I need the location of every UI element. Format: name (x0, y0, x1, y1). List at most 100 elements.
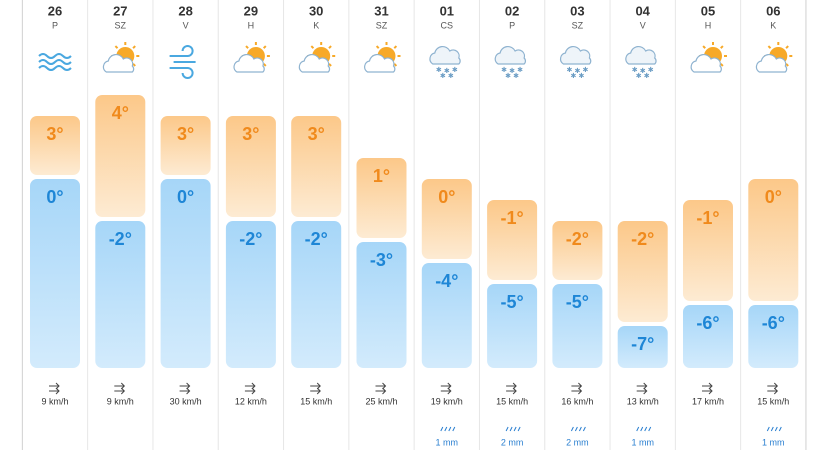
rain-icon (766, 426, 770, 432)
rain-icon (513, 426, 517, 432)
low-temp-bar (552, 284, 603, 368)
day-date: 31 (374, 3, 388, 18)
weather-icon (690, 42, 727, 73)
low-temp-bar (30, 179, 80, 368)
low-temp: -5° (500, 292, 523, 312)
rain-icon (505, 426, 509, 432)
low-temp-bar (225, 221, 276, 368)
sun-ray (310, 45, 315, 49)
sun-ray (393, 63, 398, 67)
low-temp: -2° (305, 229, 328, 249)
snowflake-dot: ✱ (640, 67, 646, 75)
sun-ray (114, 45, 119, 49)
high-temp: 0° (765, 187, 782, 207)
wind-arrow (767, 382, 779, 395)
cloud (233, 53, 265, 73)
snowflake-dot: ✱ (509, 67, 515, 75)
cloud (690, 53, 722, 73)
sun-ray (132, 45, 136, 49)
low-temp: -4° (435, 271, 458, 291)
high-temp: 0° (438, 187, 455, 207)
snowflake-dot: ✱ (513, 72, 519, 80)
low-temp: -2° (109, 229, 132, 249)
weather-icon (298, 42, 336, 73)
sun-ray (785, 63, 789, 67)
high-temp: 3° (242, 124, 259, 144)
high-temp: -1° (500, 208, 523, 228)
rain-icon (517, 426, 521, 432)
low-temp: -6° (696, 313, 719, 333)
low-temp-bar (683, 305, 733, 368)
weekday: K (313, 20, 319, 30)
cloud (429, 45, 461, 65)
rain-icon (778, 426, 782, 432)
wind-speed: 12 km/h (235, 396, 267, 406)
weather-icon (364, 42, 401, 73)
snowflake-dot: ✱ (440, 72, 446, 80)
low-temp-bar (95, 221, 146, 368)
wind-arrow (310, 382, 321, 395)
precipitation: 2 mm (501, 437, 524, 447)
sun-ray (720, 45, 724, 49)
cloud (755, 53, 788, 73)
sun-ray (785, 45, 789, 49)
weekday: V (183, 20, 189, 30)
low-temp-bar (421, 263, 472, 368)
rain-icon (644, 426, 648, 432)
cloud (559, 45, 592, 65)
rain-icon (444, 426, 448, 432)
high-temp: 4° (112, 103, 129, 123)
high-temp-bar (160, 116, 211, 175)
high-temp-bar (617, 221, 668, 322)
wind-arrow (49, 382, 60, 395)
sun-ray (245, 45, 249, 49)
high-temp: -2° (631, 229, 654, 249)
high-temp: 3° (46, 124, 63, 144)
rain-icon (574, 426, 578, 432)
day-date: 28 (178, 3, 192, 18)
snowflake-dot: ✱ (574, 67, 580, 75)
snowflake-dot: ✱ (582, 66, 588, 74)
snowflake-dot: ✱ (505, 72, 511, 80)
low-temp: -6° (762, 313, 785, 333)
snowflake-dot: ✱ (632, 66, 638, 74)
rain-icon (640, 426, 644, 432)
low-temp-bar (160, 179, 211, 368)
high-temp-bar (291, 116, 342, 217)
low-temp-bar (291, 221, 342, 368)
rain-icon (578, 426, 582, 432)
high-temp-bar (356, 158, 407, 238)
rain-icon (774, 426, 778, 432)
high-temp: 3° (308, 124, 325, 144)
wind-speed: 30 km/h (170, 396, 202, 406)
snowflake-dot: ✱ (448, 72, 454, 80)
low-temp-bar (748, 305, 799, 368)
day-date: 26 (48, 3, 62, 18)
weekday: V (640, 20, 646, 30)
weekday: K (770, 20, 776, 30)
wind-arrow (114, 382, 126, 395)
fog-line (38, 59, 72, 65)
high-temp: 1° (373, 166, 390, 186)
snowflake-dot: ✱ (436, 66, 442, 74)
wind-speed: 15 km/h (300, 396, 332, 406)
wind-speed: 15 km/h (496, 396, 528, 406)
high-temp-bar (421, 179, 472, 259)
wind-arrow (506, 382, 517, 395)
rain-icon (570, 426, 574, 432)
wind-speed: 9 km/h (41, 396, 68, 406)
cloud (298, 53, 331, 73)
wind-speed: 19 km/h (431, 396, 463, 406)
wind-arrow (571, 382, 583, 395)
rain-icon (448, 426, 452, 432)
wind-arrow (636, 382, 648, 395)
cloud (102, 53, 135, 73)
day-date: 02 (505, 3, 519, 18)
weather-icon (233, 42, 270, 73)
wind-arrow (702, 382, 713, 395)
fog-line (38, 65, 72, 71)
weekday: SZ (572, 20, 584, 30)
wind-arrow (244, 382, 256, 395)
snowflake-dot: ✱ (644, 72, 650, 80)
